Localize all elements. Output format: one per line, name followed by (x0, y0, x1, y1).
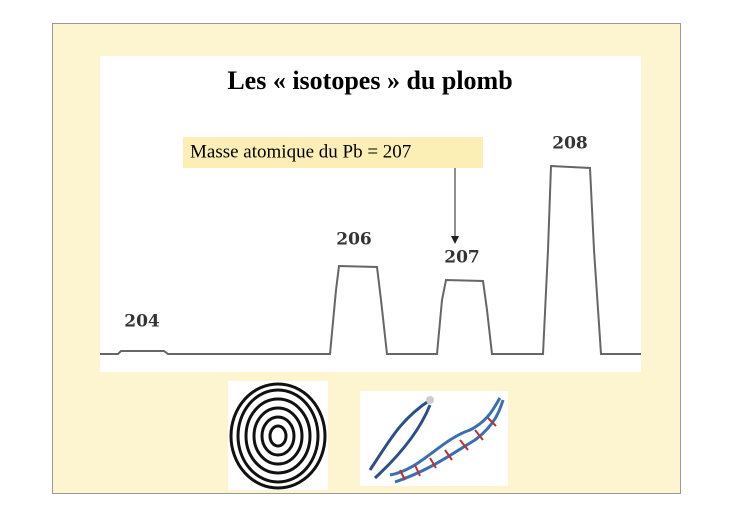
slide-title: Les « isotopes » du plomb (227, 66, 512, 95)
peak-label: 206 (336, 230, 372, 250)
annotation-box (183, 137, 483, 168)
fingerprint-image (228, 381, 328, 490)
annotation: Masse atomique du Pb = 207 (190, 141, 411, 162)
spectrum-trace (100, 164, 641, 355)
peak-label: 208 (552, 134, 588, 154)
arrow-head (451, 236, 459, 244)
peak-label: 204 (124, 312, 160, 332)
peak-label: 207 (444, 248, 480, 268)
dna-image (360, 391, 508, 486)
spectrum-image (100, 56, 641, 372)
